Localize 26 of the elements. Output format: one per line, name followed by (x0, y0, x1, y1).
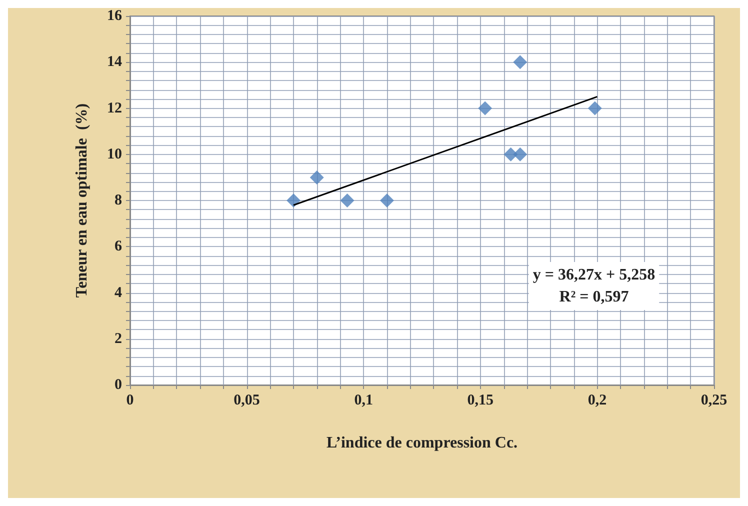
y-tick-label: 6 (114, 238, 122, 255)
y-axis-title: Teneur en eau optimale (%) (74, 103, 90, 298)
x-tick-label: 0 (126, 392, 134, 408)
x-tick-label: 0,2 (588, 392, 607, 408)
y-tick-label: 10 (107, 146, 122, 162)
annotation: y = 36,27x + 5,258 R² = 0,597 (532, 266, 656, 306)
point (478, 101, 492, 116)
x-tick-label: 0,15 (467, 392, 494, 408)
point (513, 147, 528, 162)
point (513, 55, 528, 70)
y-tick-label: 12 (107, 100, 122, 116)
y-tick-label: 2 (114, 330, 122, 347)
y-tick-label: 4 (114, 284, 122, 301)
point (380, 194, 394, 208)
point (588, 101, 602, 116)
point (340, 194, 354, 208)
point (286, 194, 301, 208)
x-tick-label: 0,1 (354, 392, 373, 408)
x-axis-title: L’indice de compression Cc. (326, 434, 518, 452)
point (310, 170, 324, 184)
x-tick-label: 0,25 (700, 392, 728, 408)
y-tick-label: 16 (107, 8, 122, 24)
y-tick-label: 0 (114, 377, 122, 393)
x-tick-label: 0,05 (234, 392, 260, 408)
y-tick-label: 8 (114, 192, 122, 208)
y-tick-label: 14 (107, 54, 122, 70)
